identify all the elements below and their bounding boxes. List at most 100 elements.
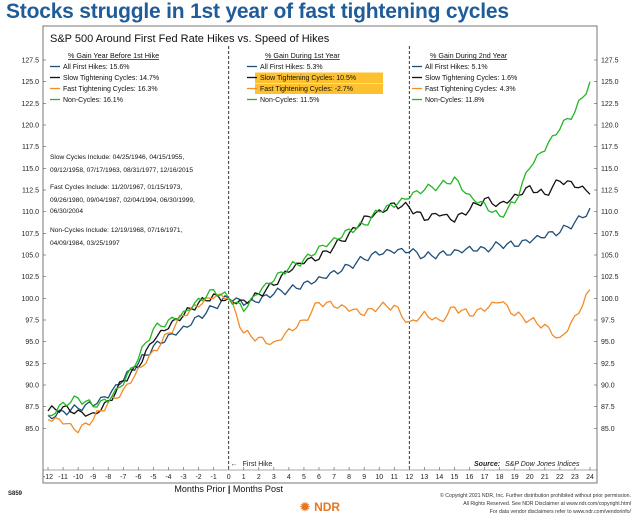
source-label: Source: xyxy=(474,461,500,468)
x-tick-label: -12 xyxy=(43,474,53,481)
y-tick-label-right: 122.5 xyxy=(601,101,619,108)
x-tick-label: 6 xyxy=(317,474,321,481)
ndr-logo-text: NDR xyxy=(314,500,341,514)
x-tick-label: 3 xyxy=(272,474,276,481)
legend-entry: All First Hikes: 5.1% xyxy=(425,64,488,71)
y-tick-label-right: 90.0 xyxy=(601,383,615,390)
x-tick-label: 8 xyxy=(347,474,351,481)
x-axis-label-separator: | xyxy=(228,484,231,494)
legend-entry: Non-Cycles: 11.8% xyxy=(425,97,484,104)
cycle-dates-note: 09/26/1980, 09/04/1987, 02/04/1994, 06/3… xyxy=(50,197,195,204)
x-tick-label: 13 xyxy=(420,474,428,481)
y-tick-label-left: 112.5 xyxy=(22,188,39,195)
x-tick-label: 23 xyxy=(571,474,579,481)
y-tick-label-left: 92.5 xyxy=(25,361,39,368)
y-tick-label-left: 127.5 xyxy=(21,58,39,65)
x-tick-label: -1 xyxy=(210,474,216,481)
y-tick-label-left: 125.0 xyxy=(21,79,39,86)
y-tick-label-right: 125.0 xyxy=(601,79,619,86)
series-line-fast-tightening-cycles xyxy=(47,289,591,434)
legend-highlight xyxy=(255,72,383,83)
y-tick-label-left: 117.5 xyxy=(22,144,39,151)
y-tick-label-right: 120.0 xyxy=(601,123,619,130)
x-tick-label: 2 xyxy=(257,474,261,481)
x-tick-label: 5 xyxy=(302,474,306,481)
x-tick-label: 18 xyxy=(496,474,504,481)
y-tick-label-left: 122.5 xyxy=(21,101,39,108)
copyright-line: © Copyright 2021 NDR, Inc. Further distr… xyxy=(440,493,631,499)
page-title: Stocks struggle in 1st year of fast tigh… xyxy=(6,0,509,23)
x-tick-label: -5 xyxy=(150,474,156,481)
x-tick-label: -7 xyxy=(120,474,126,481)
x-tick-label: -6 xyxy=(135,474,141,481)
ndr-logo-icon: ✹ xyxy=(300,500,311,514)
y-tick-label-right: 112.5 xyxy=(601,188,618,195)
source-text: S&P Dow Jones Indices xyxy=(505,461,580,468)
x-tick-label: 15 xyxy=(451,474,459,481)
y-tick-label-right: 105.0 xyxy=(601,253,619,260)
y-tick-label-left: 102.5 xyxy=(21,274,39,281)
copyright-line: For data vendor disclaimers refer to www… xyxy=(489,509,631,515)
x-tick-label: 7 xyxy=(332,474,336,481)
chart-title: S&P 500 Around First Fed Rate Hikes vs. … xyxy=(50,33,330,45)
legend-panel-heading: % Gain Year Before 1st Hike xyxy=(68,51,159,60)
y-tick-label-left: 95.0 xyxy=(25,339,39,346)
legend-entry: Slow Tightening Cycles: 14.7% xyxy=(63,75,159,82)
cycle-dates-note: Fast Cycles Include: 11/20/1967, 01/15/1… xyxy=(50,184,182,191)
x-tick-label: -9 xyxy=(90,474,96,481)
legend-panel-heading: % Gain During 1st Year xyxy=(265,51,340,60)
x-tick-label: 1 xyxy=(242,474,246,481)
y-tick-label-right: 87.5 xyxy=(601,404,615,411)
x-tick-label: -8 xyxy=(105,474,111,481)
y-tick-label-right: 97.5 xyxy=(601,318,615,325)
x-tick-label: -11 xyxy=(58,474,68,481)
first-hike-label: First Hike xyxy=(243,461,273,468)
series-line-all-first-hikes xyxy=(47,207,591,420)
y-tick-label-left: 110.0 xyxy=(22,209,39,216)
legend-entry: Slow Tightening Cycles: 10.5% xyxy=(260,75,356,82)
y-tick-label-right: 110.0 xyxy=(601,209,618,216)
y-tick-label-right: 85.0 xyxy=(601,426,615,433)
y-tick-label-right: 100.0 xyxy=(601,296,619,303)
y-tick-label-left: 90.0 xyxy=(25,383,39,390)
x-tick-label: 10 xyxy=(375,474,383,481)
x-tick-label: -2 xyxy=(195,474,201,481)
x-axis-label: Months Prior | Months Post xyxy=(174,484,283,494)
cycle-dates-note: 06/30/2004 xyxy=(50,208,83,215)
cycle-dates-note: 09/12/1958, 07/17/1963, 08/31/1977, 12/1… xyxy=(50,167,193,174)
y-tick-label-left: 105.0 xyxy=(21,253,39,260)
x-tick-label: 0 xyxy=(227,474,231,481)
x-tick-label: 19 xyxy=(511,474,519,481)
legend-entry: Fast Tightening Cycles: 16.3% xyxy=(63,86,158,93)
cycle-dates-note: Slow Cycles Include: 04/25/1946, 04/15/1… xyxy=(50,154,184,161)
x-tick-label: 11 xyxy=(391,474,398,481)
ndr-logo: ✹ NDR xyxy=(300,500,340,514)
x-tick-label: 16 xyxy=(466,474,474,481)
x-tick-label: 17 xyxy=(481,474,489,481)
legend-entry: Non-Cycles: 16.1% xyxy=(63,97,123,104)
x-axis-label-prior: Months Prior xyxy=(174,484,228,494)
x-tick-label: -4 xyxy=(165,474,171,481)
legend-entry: Non-Cycles: 11.5% xyxy=(260,97,319,104)
y-tick-label-left: 87.5 xyxy=(25,404,39,411)
y-tick-label-left: 100.0 xyxy=(21,296,39,303)
y-tick-label-left: 120.0 xyxy=(21,123,39,130)
cycle-dates-note: Non-Cycles Include: 12/19/1968, 07/16/19… xyxy=(50,227,183,234)
legend-entry: Slow Tightening Cycles: 1.6% xyxy=(425,75,517,82)
x-tick-label: 9 xyxy=(362,474,366,481)
y-tick-label-right: 95.0 xyxy=(601,339,615,346)
x-tick-label: 4 xyxy=(287,474,291,481)
cycle-dates-note: 04/09/1984, 03/25/1997 xyxy=(50,240,120,247)
y-tick-label-left: 85.0 xyxy=(25,426,39,433)
x-tick-label: 22 xyxy=(556,474,564,481)
x-tick-label: 20 xyxy=(526,474,534,481)
x-tick-label: -10 xyxy=(73,474,83,481)
y-tick-label-right: 107.5 xyxy=(601,231,619,238)
legend-entry: Fast Tightening Cycles: 4.3% xyxy=(425,86,516,93)
y-tick-label-right: 115.0 xyxy=(601,166,618,173)
x-axis-label-post: Months Post xyxy=(230,484,283,494)
chart-frame xyxy=(42,25,598,484)
y-tick-label-left: 107.5 xyxy=(21,231,39,238)
legend-entry: All First Hikes: 5.3% xyxy=(260,64,323,71)
